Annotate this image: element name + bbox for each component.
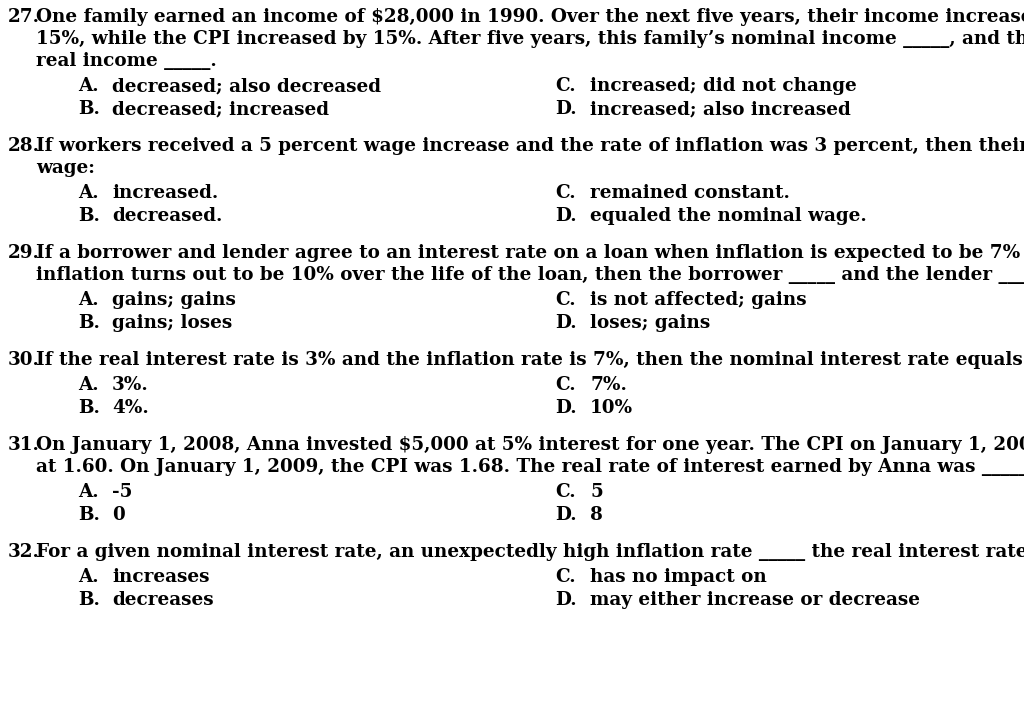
Text: increased.: increased. [112,184,218,202]
Text: 4%.: 4%. [112,399,148,417]
Text: B.: B. [78,100,100,118]
Text: B.: B. [78,591,100,609]
Text: 29.: 29. [8,244,40,262]
Text: has no impact on: has no impact on [590,568,767,586]
Text: -5: -5 [112,483,132,501]
Text: 30.: 30. [8,351,40,369]
Text: loses; gains: loses; gains [590,314,711,332]
Text: C.: C. [555,376,575,394]
Text: 7%.: 7%. [590,376,627,394]
Text: If a borrower and lender agree to an interest rate on a loan when inflation is e: If a borrower and lender agree to an int… [36,244,1024,262]
Text: increases: increases [112,568,210,586]
Text: increased; also increased: increased; also increased [590,100,851,118]
Text: If workers received a 5 percent wage increase and the rate of inflation was 3 pe: If workers received a 5 percent wage inc… [36,137,1024,155]
Text: gains; gains: gains; gains [112,291,236,309]
Text: 10%: 10% [590,399,633,417]
Text: is not affected; gains: is not affected; gains [590,291,807,309]
Text: equaled the nominal wage.: equaled the nominal wage. [590,207,866,225]
Text: A.: A. [78,483,98,501]
Text: inflation turns out to be 10% over the life of the loan, then the borrower _____: inflation turns out to be 10% over the l… [36,266,1024,284]
Text: D.: D. [555,591,577,609]
Text: 0: 0 [112,506,125,524]
Text: decreased; also decreased: decreased; also decreased [112,77,381,95]
Text: increased; did not change: increased; did not change [590,77,857,95]
Text: remained constant.: remained constant. [590,184,790,202]
Text: D.: D. [555,314,577,332]
Text: C.: C. [555,77,575,95]
Text: may either increase or decrease: may either increase or decrease [590,591,920,609]
Text: real income _____.: real income _____. [36,52,217,70]
Text: A.: A. [78,291,98,309]
Text: If the real interest rate is 3% and the inflation rate is 7%, then the nominal i: If the real interest rate is 3% and the … [36,351,1024,369]
Text: 28.: 28. [8,137,40,155]
Text: A.: A. [78,568,98,586]
Text: One family earned an income of $28,000 in 1990. Over the next five years, their : One family earned an income of $28,000 i… [36,8,1024,26]
Text: gains; loses: gains; loses [112,314,232,332]
Text: C.: C. [555,568,575,586]
Text: 32.: 32. [8,543,40,561]
Text: B.: B. [78,506,100,524]
Text: B.: B. [78,399,100,417]
Text: B.: B. [78,314,100,332]
Text: On January 1, 2008, Anna invested $5,000 at 5% interest for one year. The CPI on: On January 1, 2008, Anna invested $5,000… [36,436,1024,454]
Text: C.: C. [555,184,575,202]
Text: decreased.: decreased. [112,207,222,225]
Text: decreased; increased: decreased; increased [112,100,329,118]
Text: 27.: 27. [8,8,40,26]
Text: C.: C. [555,291,575,309]
Text: 5: 5 [590,483,603,501]
Text: D.: D. [555,399,577,417]
Text: A.: A. [78,376,98,394]
Text: D.: D. [555,207,577,225]
Text: 15%, while the CPI increased by 15%. After five years, this family’s nominal inc: 15%, while the CPI increased by 15%. Aft… [36,30,1024,48]
Text: 8: 8 [590,506,603,524]
Text: For a given nominal interest rate, an unexpectedly high inflation rate _____ the: For a given nominal interest rate, an un… [36,543,1024,561]
Text: 3%.: 3%. [112,376,148,394]
Text: A.: A. [78,77,98,95]
Text: decreases: decreases [112,591,214,609]
Text: A.: A. [78,184,98,202]
Text: C.: C. [555,483,575,501]
Text: at 1.60. On January 1, 2009, the CPI was 1.68. The real rate of interest earned : at 1.60. On January 1, 2009, the CPI was… [36,458,1024,476]
Text: B.: B. [78,207,100,225]
Text: D.: D. [555,506,577,524]
Text: D.: D. [555,100,577,118]
Text: wage:: wage: [36,159,95,177]
Text: 31.: 31. [8,436,40,454]
